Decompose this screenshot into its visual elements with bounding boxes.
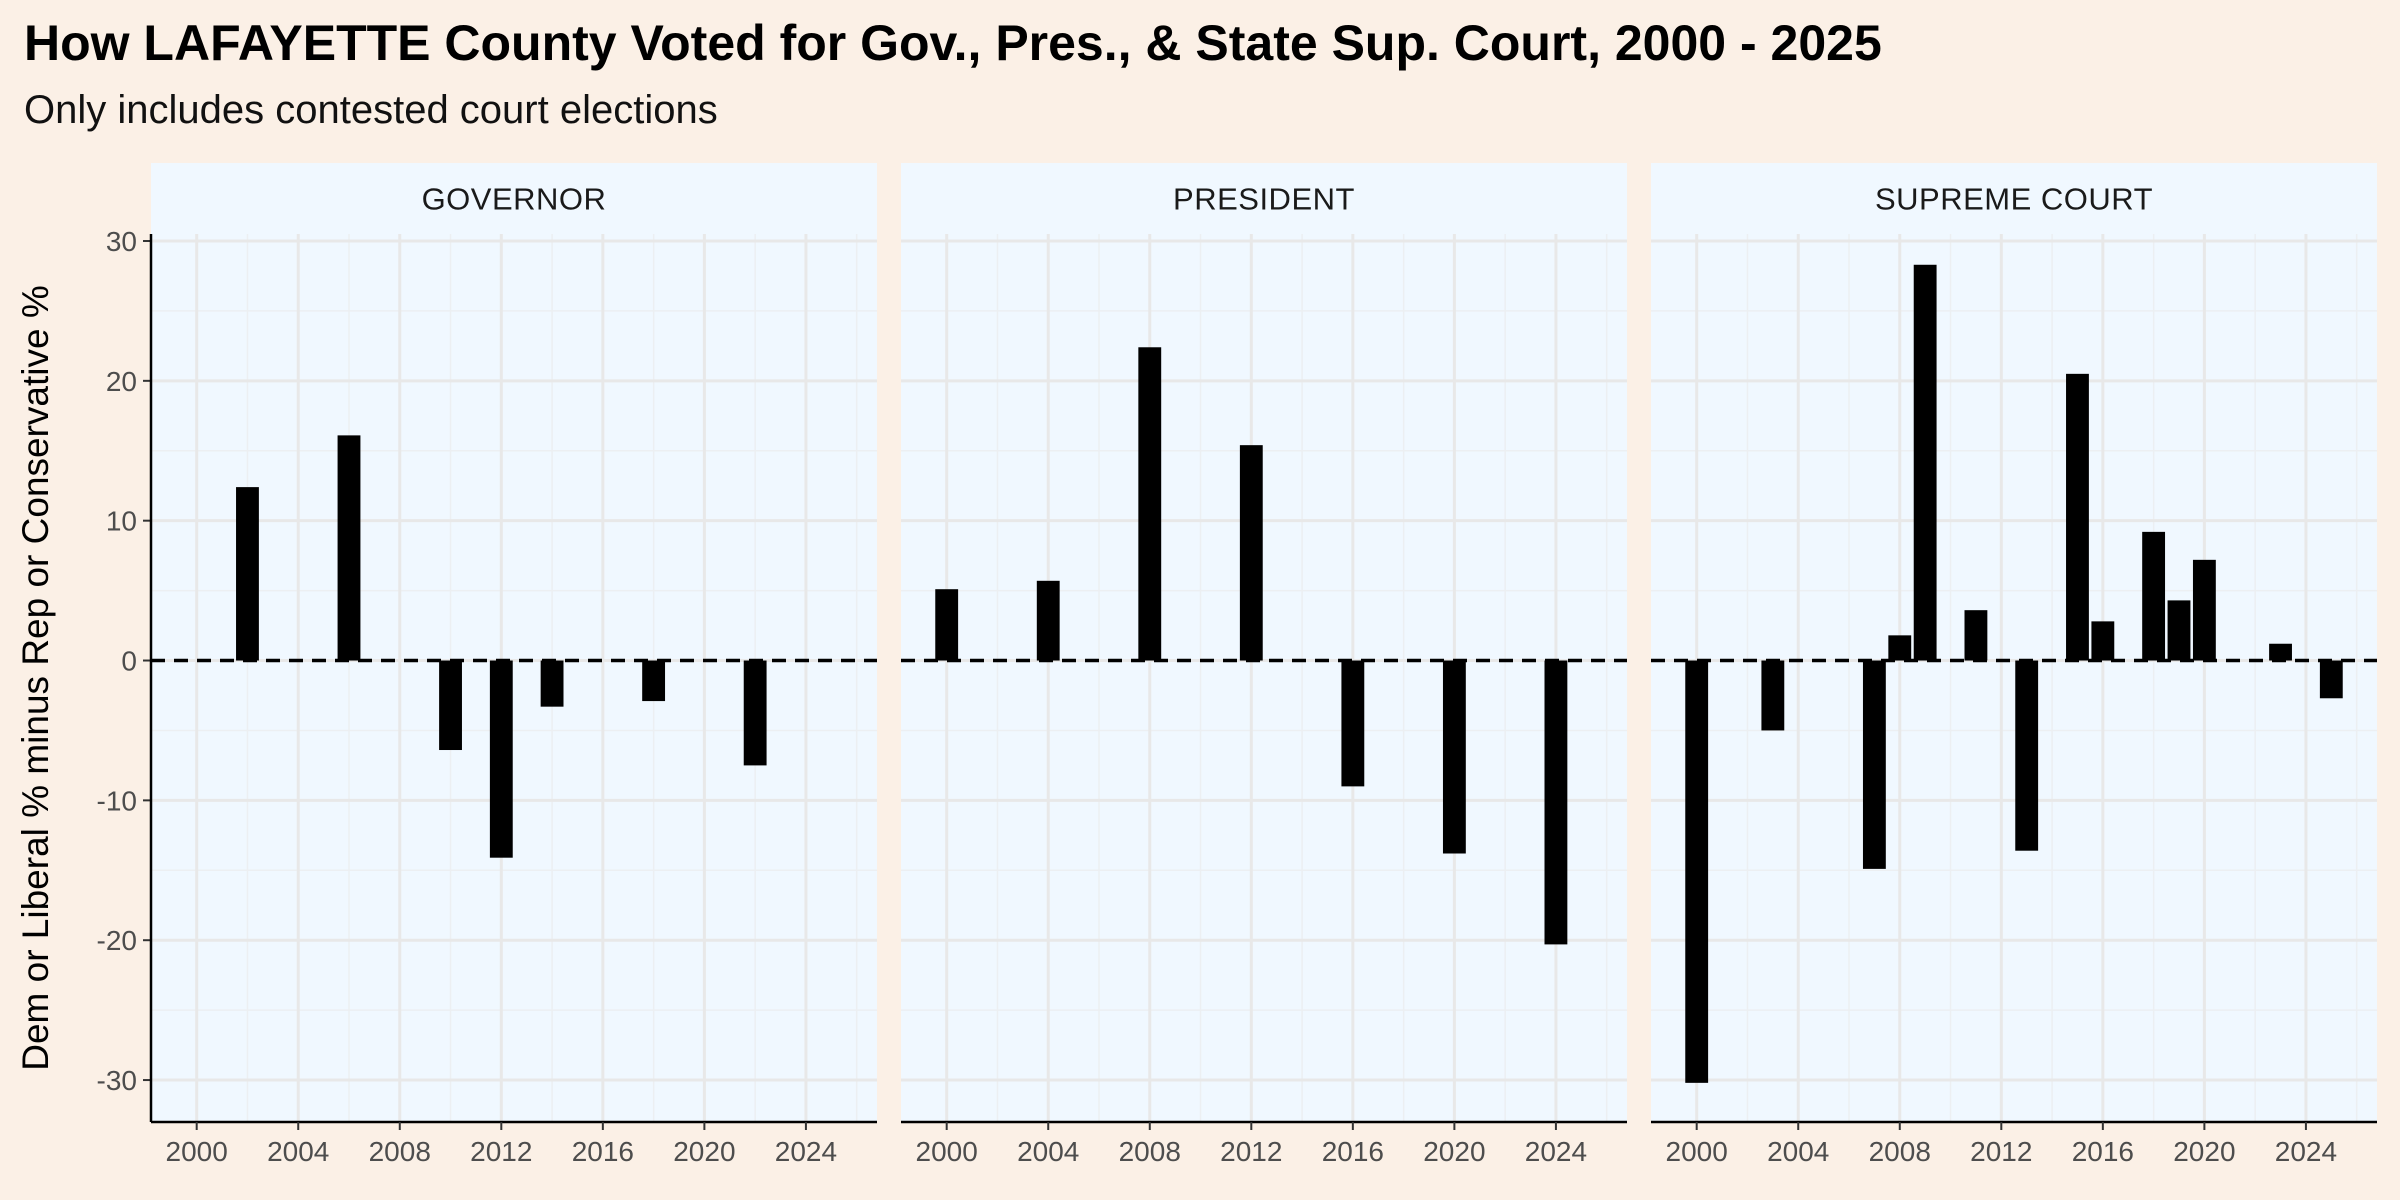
facet-panel bbox=[1651, 234, 2377, 1122]
bar bbox=[2091, 621, 2115, 661]
bar bbox=[2015, 660, 2039, 851]
bar bbox=[1341, 660, 1365, 787]
facet-panel bbox=[151, 234, 877, 1122]
bar bbox=[642, 660, 666, 702]
bar bbox=[2066, 373, 2089, 661]
y-tick-label: 20 bbox=[106, 366, 137, 397]
bar bbox=[2269, 643, 2292, 661]
bar bbox=[1913, 264, 1937, 661]
bar bbox=[236, 487, 259, 661]
bar bbox=[1862, 660, 1886, 869]
x-tick-label: 2000 bbox=[166, 1136, 228, 1167]
bar bbox=[1888, 635, 1912, 661]
x-tick-label: 2012 bbox=[1220, 1136, 1282, 1167]
x-tick-label: 2000 bbox=[1666, 1136, 1728, 1167]
x-tick-label: 2020 bbox=[2173, 1136, 2235, 1167]
bar bbox=[1544, 660, 1568, 945]
bar bbox=[1442, 660, 1466, 854]
x-tick-label: 2004 bbox=[1767, 1136, 1829, 1167]
bar bbox=[935, 589, 959, 661]
y-tick-label: -10 bbox=[97, 785, 137, 816]
x-tick-label: 2024 bbox=[775, 1136, 837, 1167]
x-tick-label: 2020 bbox=[1423, 1136, 1485, 1167]
x-tick-label: 2012 bbox=[470, 1136, 532, 1167]
x-tick-label: 2020 bbox=[673, 1136, 735, 1167]
facet-strip bbox=[901, 163, 1627, 234]
bar bbox=[489, 660, 513, 858]
y-axis-title: Dem or Liberal % minus Rep or Conservati… bbox=[15, 285, 56, 1071]
x-tick-label: 2024 bbox=[2275, 1136, 2337, 1167]
bar bbox=[1138, 347, 1162, 661]
facet-strip-label: GOVERNOR bbox=[422, 182, 607, 217]
x-tick-label: 2016 bbox=[572, 1136, 634, 1167]
x-tick-label: 2016 bbox=[2072, 1136, 2134, 1167]
bar bbox=[743, 660, 767, 766]
x-tick-label: 2000 bbox=[916, 1136, 978, 1167]
facet-panel bbox=[901, 234, 1627, 1122]
bar bbox=[2319, 660, 2343, 699]
chart-subtitle: Only includes contested court elections bbox=[24, 88, 718, 132]
bar bbox=[1685, 660, 1709, 1083]
x-tick-label: 2004 bbox=[1017, 1136, 1079, 1167]
y-tick-label: 10 bbox=[106, 506, 137, 537]
x-tick-label: 2012 bbox=[1970, 1136, 2032, 1167]
x-tick-label: 2008 bbox=[1869, 1136, 1931, 1167]
bar bbox=[439, 660, 462, 751]
chart-title: How LAFAYETTE County Voted for Gov., Pre… bbox=[24, 15, 1882, 71]
x-tick-label: 2004 bbox=[267, 1136, 329, 1167]
x-tick-label: 2016 bbox=[1322, 1136, 1384, 1167]
y-tick-label: 30 bbox=[106, 226, 137, 257]
bar bbox=[2167, 600, 2191, 661]
x-tick-label: 2008 bbox=[369, 1136, 431, 1167]
x-tick-label: 2024 bbox=[1525, 1136, 1587, 1167]
x-tick-label: 2008 bbox=[1119, 1136, 1181, 1167]
bar bbox=[540, 660, 564, 707]
bar bbox=[1239, 445, 1263, 661]
bar bbox=[337, 435, 361, 661]
bar bbox=[1036, 580, 1060, 661]
y-tick-label: -20 bbox=[97, 925, 137, 956]
bar bbox=[2142, 531, 2166, 661]
facet-strip-label: PRESIDENT bbox=[1173, 182, 1355, 217]
bar bbox=[1964, 610, 1988, 661]
facet-strip bbox=[1651, 163, 2377, 234]
facet-strip bbox=[151, 163, 877, 234]
bar bbox=[1761, 660, 1785, 731]
y-tick-label: -30 bbox=[97, 1065, 137, 1096]
bar bbox=[2192, 559, 2216, 661]
y-tick-label: 0 bbox=[121, 646, 137, 677]
facet-strip-label: SUPREME COURT bbox=[1875, 182, 2153, 217]
